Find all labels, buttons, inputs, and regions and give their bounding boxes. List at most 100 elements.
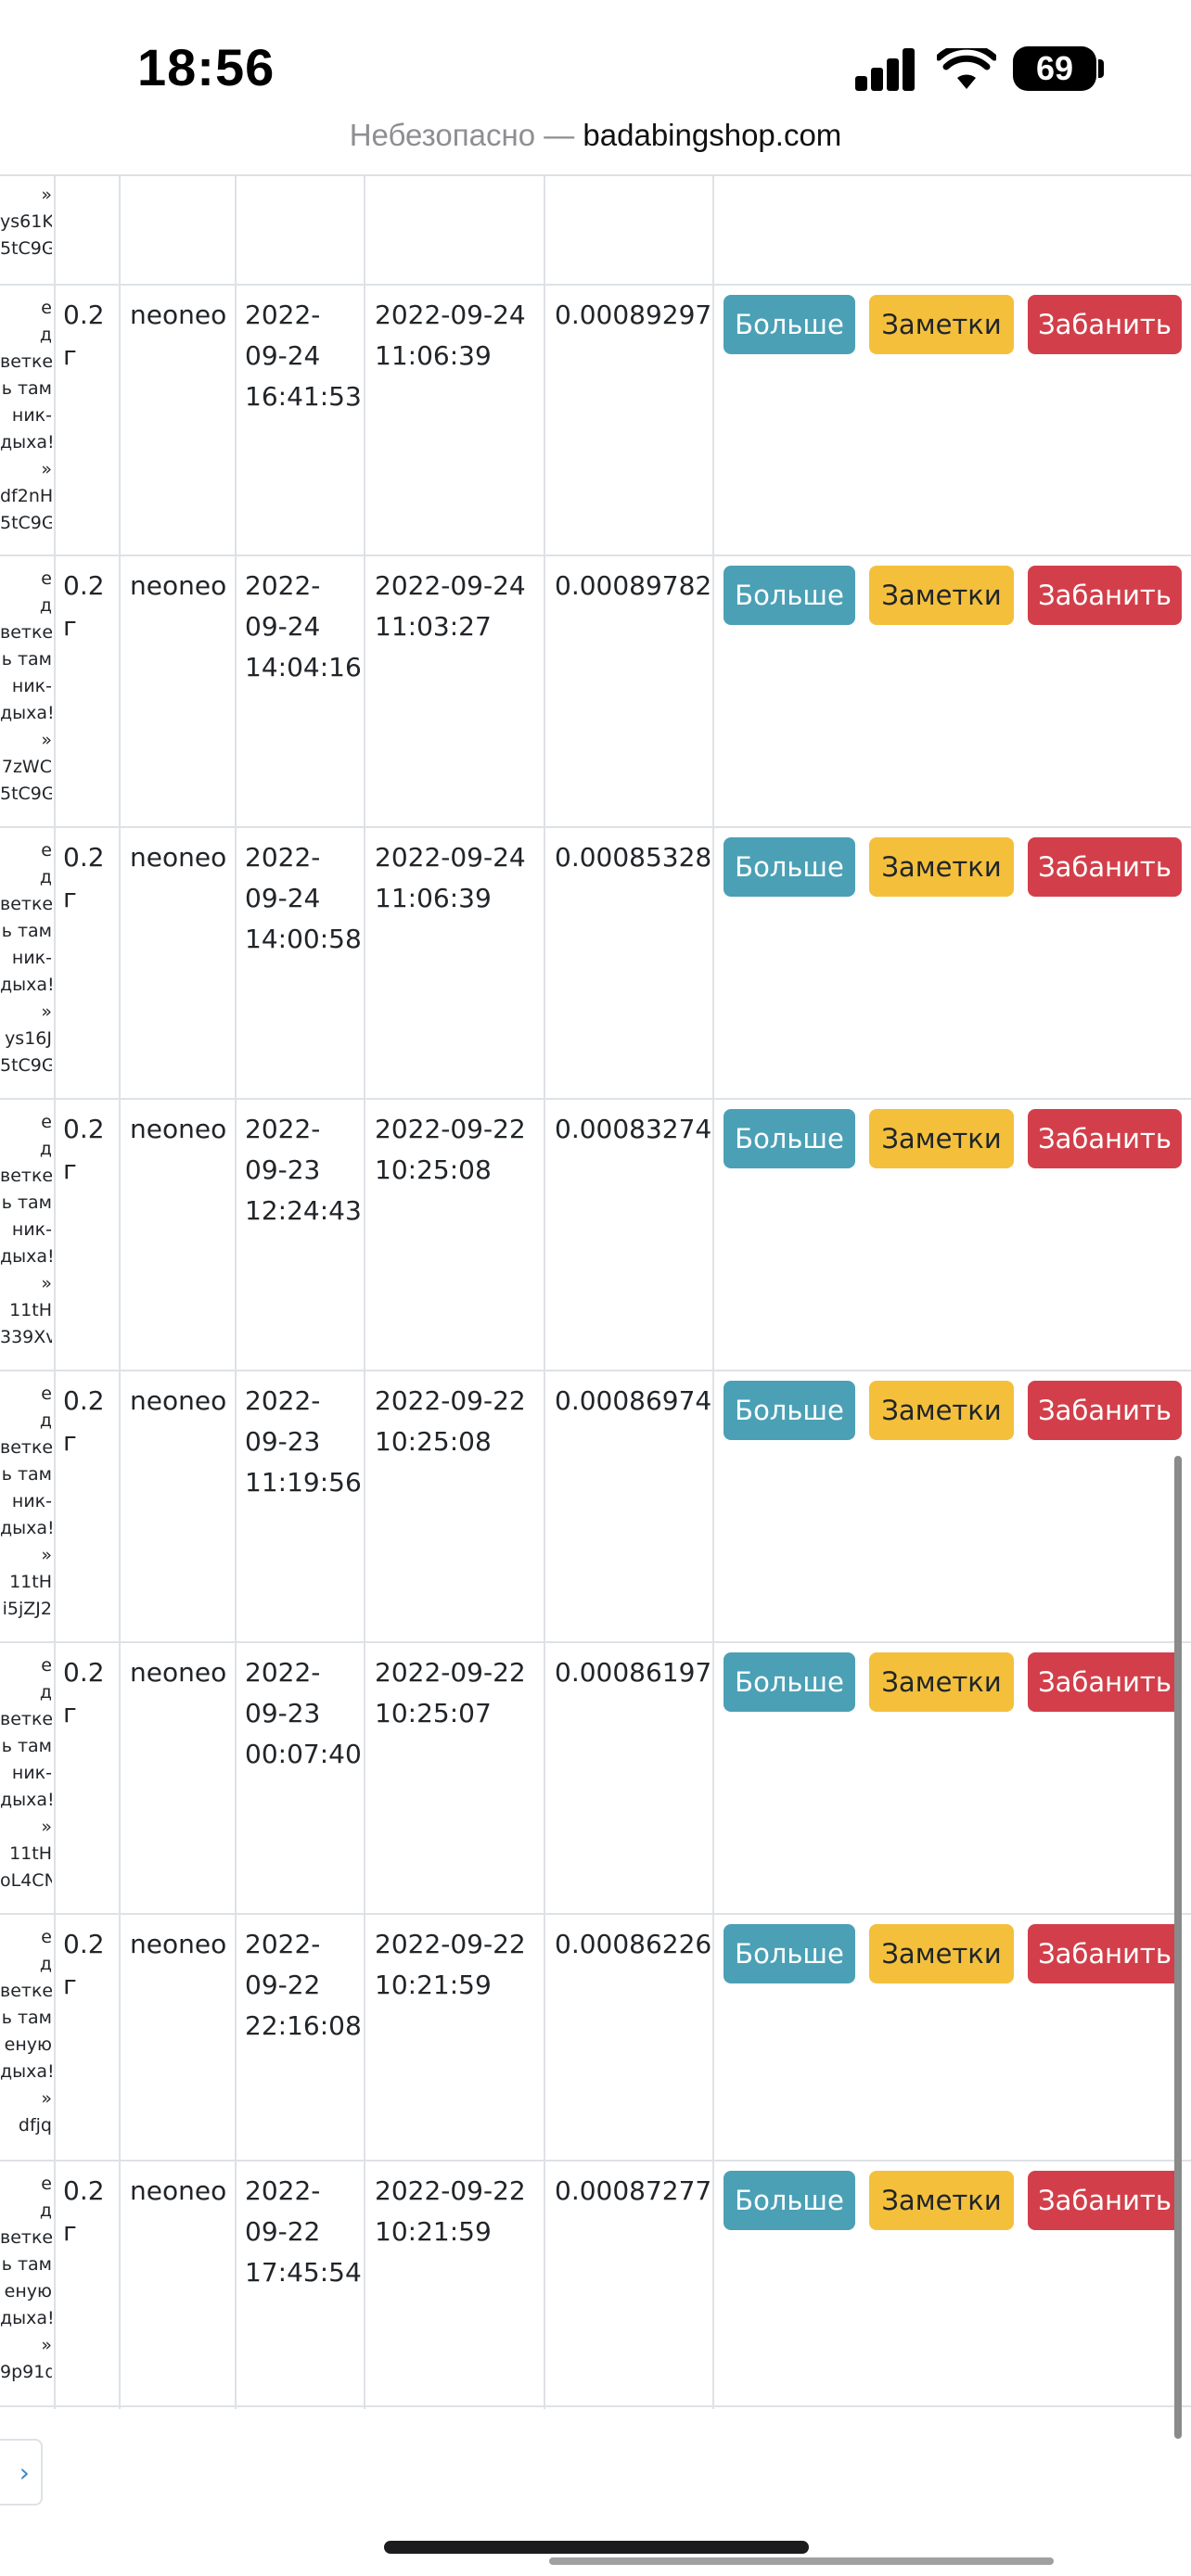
more-button[interactable]: Больше [724, 1381, 855, 1440]
weight-value: 0.2 [63, 1929, 105, 1959]
paid-date: 2022-09-22 [375, 1657, 526, 1688]
status-bar: 18:56 69 [0, 0, 1191, 109]
weight-value: 0.2 [63, 2175, 105, 2206]
paid-time: 11:06:39 [375, 883, 492, 913]
notes-button[interactable]: Заметки [869, 1652, 1014, 1712]
table-row: е д ветке ь там ник-дыха!» 11tH oL4CN 0.2 г neone… [0, 1641, 1191, 1915]
weight-unit: г [63, 883, 77, 913]
weight-value: 0.2 [63, 1657, 105, 1688]
weight-unit: г [63, 611, 77, 642]
home-indicator [384, 2541, 809, 2554]
paid-time: 10:25:08 [375, 1426, 492, 1457]
paid-time: 11:06:39 [375, 340, 492, 371]
clipped-comment-cell: е д ветке ь там ник-дыха!» ys16J 5tC9G [0, 840, 52, 1076]
column-divider [235, 174, 237, 2409]
ban-button[interactable]: Забанить [1028, 1652, 1182, 1712]
buyer-name: neoneo [130, 1929, 227, 1959]
table-row: е д ветке ь там ник-дыха!» 11tH 339Xv 0.2 г neone… [0, 1098, 1191, 1371]
created-date-year: 2022- [245, 842, 321, 873]
buyer-name: neoneo [130, 300, 227, 330]
ban-button[interactable]: Забанить [1028, 295, 1182, 354]
paid-date: 2022-09-24 [375, 842, 526, 873]
created-date-year: 2022- [245, 2175, 321, 2206]
created-date-day: 09-24 [245, 340, 321, 371]
insecure-label: Небезопасно — [349, 118, 575, 152]
created-date-year: 2022- [245, 570, 321, 601]
weight-unit: г [63, 2216, 77, 2247]
btc-amount: 0.00085328 [555, 842, 712, 873]
created-date-year: 2022- [245, 1929, 321, 1959]
weight-unit: г [63, 1154, 77, 1185]
more-button[interactable]: Больше [724, 837, 855, 897]
address-bar[interactable]: Небезопасно — badabingshop.com [0, 109, 1191, 172]
ban-button[interactable]: Забанить [1028, 566, 1182, 625]
clipped-comment-cell: е д ветке ь там еную дыха!» 9p91q [0, 2174, 52, 2382]
weight-unit: г [63, 340, 77, 371]
weight-unit: г [63, 1426, 77, 1457]
column-divider [119, 174, 121, 2409]
created-date-day: 09-24 [245, 611, 321, 642]
ban-button[interactable]: Забанить [1028, 1381, 1182, 1440]
notes-button[interactable]: Заметки [869, 1924, 1014, 1983]
btc-amount: 0.00086197 [555, 1657, 712, 1688]
clipped-comment-cell: е д ветке ь там ник-дыха!» 7zWC 5tC9G [0, 568, 52, 804]
column-divider [712, 174, 714, 2409]
table-row: е д ветке ь там ник-дыха!» df2nH 5tC9G 0.2 г neon… [0, 284, 1191, 556]
paid-time: 11:03:27 [375, 611, 492, 642]
buyer-name: neoneo [130, 1657, 227, 1688]
btc-amount: 0.00089297 [555, 300, 712, 330]
notes-button[interactable]: Заметки [869, 837, 1014, 897]
more-button[interactable]: Больше [724, 2171, 855, 2230]
created-time: 12:24:43 [245, 1195, 362, 1226]
next-page-button[interactable]: › [0, 2439, 43, 2506]
table-bottom-border [0, 2405, 1191, 2407]
column-divider [544, 174, 545, 2409]
horizontal-scrollbar[interactable] [549, 2557, 1054, 2565]
created-time: 14:00:58 [245, 924, 362, 954]
more-button[interactable]: Больше [724, 1109, 855, 1168]
paid-date: 2022-09-24 [375, 300, 526, 330]
paid-date: 2022-09-22 [375, 1114, 526, 1144]
created-date-day: 09-23 [245, 1698, 321, 1728]
btc-amount: 0.00089782 [555, 570, 712, 601]
paid-time: 10:21:59 [375, 2216, 492, 2247]
created-date-year: 2022- [245, 1657, 321, 1688]
more-button[interactable]: Больше [724, 295, 855, 354]
table-row: е д ветке ь там ник-дыха!» ys16J 5tC9G 0.2 г neon… [0, 826, 1191, 1100]
notes-button[interactable]: Заметки [869, 295, 1014, 354]
wifi-icon [937, 48, 996, 89]
notes-button[interactable]: Заметки [869, 2171, 1014, 2230]
paid-date: 2022-09-22 [375, 1385, 526, 1416]
created-date-year: 2022- [245, 1114, 321, 1144]
cellular-signal-icon [855, 46, 916, 91]
weight-value: 0.2 [63, 1385, 105, 1416]
created-date-day: 09-24 [245, 883, 321, 913]
clipped-comment-cell: е д ветке ь там еную дыха!» dfjq [0, 1927, 52, 2136]
notes-button[interactable]: Заметки [869, 566, 1014, 625]
buyer-name: neoneo [130, 570, 227, 601]
notes-button[interactable]: Заметки [869, 1109, 1014, 1168]
table-row: е д ветке ь там еную дыха!» dfjq 0.2 г neoneo 2022… [0, 1913, 1191, 2162]
created-date-day: 09-23 [245, 1154, 321, 1185]
created-time: 17:45:54 [245, 2257, 362, 2288]
ban-button[interactable]: Забанить [1028, 1109, 1182, 1168]
clipped-comment-cell: е д ветке ь там ник-дыха!» df2nH 5tC9G [0, 298, 52, 533]
more-button[interactable]: Больше [724, 566, 855, 625]
paid-time: 10:25:08 [375, 1154, 492, 1185]
buyer-name: neoneo [130, 1385, 227, 1416]
more-button[interactable]: Больше [724, 1652, 855, 1712]
more-button[interactable]: Больше [724, 1924, 855, 1983]
clipped-comment-cell: е д ветке ь там ник-дыха!» 11tH i5jZJ2 [0, 1384, 52, 1619]
weight-unit: г [63, 1970, 77, 2000]
vertical-scrollbar[interactable] [1174, 1456, 1182, 2439]
notes-button[interactable]: Заметки [869, 1381, 1014, 1440]
created-time: 16:41:53 [245, 381, 362, 412]
btc-amount: 0.00086226 [555, 1929, 712, 1959]
paid-date: 2022-09-22 [375, 2175, 526, 2206]
battery-icon: 69 [1013, 46, 1096, 91]
ban-button[interactable]: Забанить [1028, 2171, 1182, 2230]
ban-button[interactable]: Забанить [1028, 837, 1182, 897]
weight-value: 0.2 [63, 300, 105, 330]
ban-button[interactable]: Забанить [1028, 1924, 1182, 1983]
paid-date: 2022-09-24 [375, 570, 526, 601]
